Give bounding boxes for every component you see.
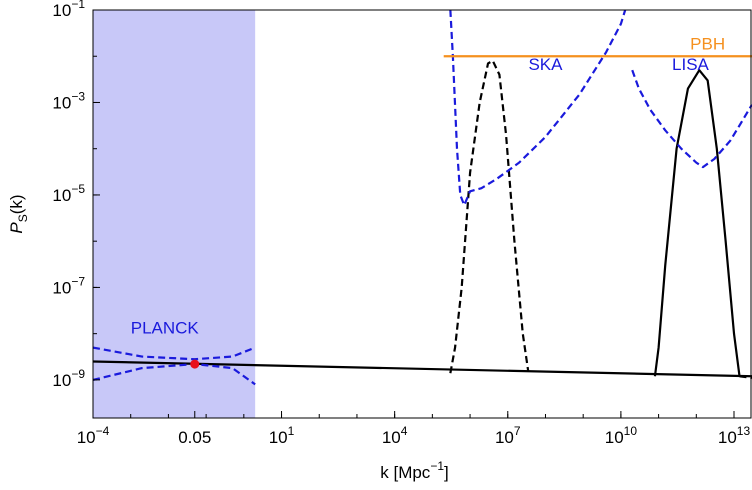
y-tick-label-0: 10−1	[52, 0, 85, 20]
series-line-4	[93, 346, 256, 361]
y-tick-label-1: 10−3	[52, 89, 85, 112]
annotation-pbh: PBH	[690, 34, 725, 53]
series-line-7	[631, 69, 752, 169]
plot-area: PLANCK SKA LISA PBH	[93, 10, 752, 418]
data-point-0	[190, 359, 200, 369]
annotation-lisa: LISA	[672, 55, 710, 74]
x-tick-label-0: 10−4	[77, 424, 110, 447]
axes: 10−4 0.05 101 104 107 1010 1013 10−1 10−3 10−5 10−…	[52, 0, 750, 447]
x-tick-label-3: 104	[382, 424, 408, 447]
series-line-2	[653, 69, 741, 377]
series-line-1	[449, 59, 530, 374]
y-tick-label-3: 10−7	[52, 274, 85, 297]
axis-labels: k [Mpc−1] PS(k)	[7, 194, 449, 482]
y-axis-label: PS(k)	[7, 194, 30, 233]
x-tick-label-1: 0.05	[178, 428, 211, 447]
x-tick-label-2: 101	[269, 424, 295, 447]
annotation-ska: SKA	[528, 55, 563, 74]
x-tick-label-4: 107	[495, 424, 521, 447]
y-tick-label-2: 10−5	[52, 182, 85, 205]
x-tick-label-5: 1010	[605, 424, 638, 447]
series-line-3	[739, 375, 752, 380]
series-line-6	[449, 10, 627, 207]
plot-frame	[92, 9, 752, 419]
annotation-planck: PLANCK	[131, 319, 200, 338]
x-axis-label: k [Mpc−1]	[380, 459, 448, 482]
x-tick-label-6: 1013	[718, 424, 751, 447]
planck-shaded-region	[93, 10, 256, 418]
y-tick-label-4: 10−9	[52, 367, 85, 390]
